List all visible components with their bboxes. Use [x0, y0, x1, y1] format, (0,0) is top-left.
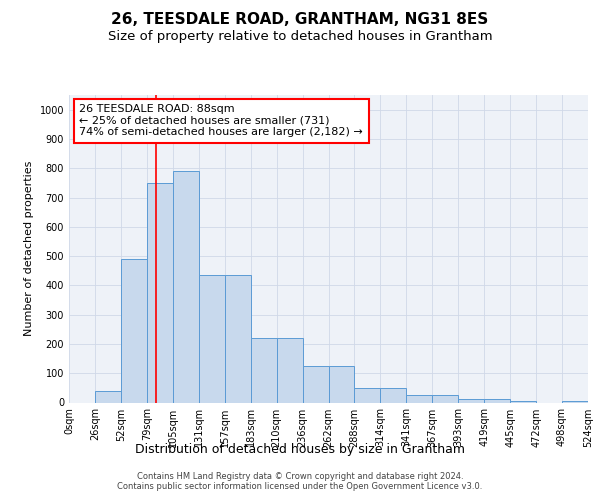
Bar: [251, 338, 277, 402]
Text: Distribution of detached houses by size in Grantham: Distribution of detached houses by size …: [135, 442, 465, 456]
Bar: [277, 338, 302, 402]
Bar: [406, 395, 432, 402]
Bar: [225, 275, 251, 402]
Bar: [147, 183, 173, 402]
Bar: [355, 388, 380, 402]
Bar: [458, 399, 484, 402]
Bar: [380, 388, 406, 402]
Text: Contains HM Land Registry data © Crown copyright and database right 2024.
Contai: Contains HM Land Registry data © Crown c…: [118, 472, 482, 491]
Bar: [433, 395, 458, 402]
Text: 26 TEESDALE ROAD: 88sqm
← 25% of detached houses are smaller (731)
74% of semi-d: 26 TEESDALE ROAD: 88sqm ← 25% of detache…: [79, 104, 363, 138]
Bar: [199, 275, 224, 402]
Bar: [329, 366, 355, 403]
Bar: [302, 366, 329, 403]
Y-axis label: Number of detached properties: Number of detached properties: [24, 161, 34, 336]
Bar: [562, 401, 588, 402]
Bar: [95, 391, 121, 402]
Bar: [484, 399, 510, 402]
Bar: [510, 401, 536, 402]
Bar: [121, 259, 147, 402]
Text: Size of property relative to detached houses in Grantham: Size of property relative to detached ho…: [107, 30, 493, 43]
Bar: [173, 171, 199, 402]
Text: 26, TEESDALE ROAD, GRANTHAM, NG31 8ES: 26, TEESDALE ROAD, GRANTHAM, NG31 8ES: [112, 12, 488, 28]
